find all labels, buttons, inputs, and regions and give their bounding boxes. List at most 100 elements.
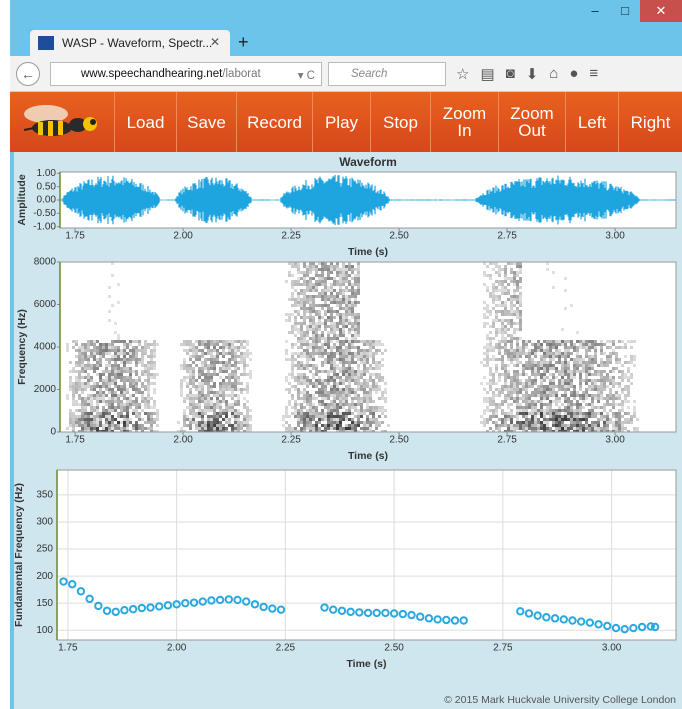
- url-bar[interactable]: www.speechandhearing.net/laborat ▾ C: [50, 62, 322, 86]
- toolbar-button[interactable]: Zoom Out: [498, 92, 565, 152]
- spectrogram-texture: [99, 379, 102, 382]
- spectrogram-texture: [615, 391, 618, 394]
- toolbar-button[interactable]: Play: [312, 92, 370, 152]
- download[interactable]: ⬇: [525, 66, 539, 83]
- spectrogram-texture: [327, 427, 330, 430]
- spectrogram-texture: [504, 364, 507, 367]
- spectrogram-texture: [492, 298, 495, 301]
- spectrogram-texture: [495, 262, 498, 265]
- f0-point: [181, 598, 190, 608]
- spectrogram-texture: [522, 340, 525, 343]
- spectrogram-texture: [237, 421, 240, 424]
- toolbar-button[interactable]: Stop: [370, 92, 430, 152]
- spectrogram-texture: [102, 412, 105, 415]
- maximize[interactable]: □: [621, 3, 629, 18]
- spectrogram-texture: [324, 292, 327, 295]
- toolbar-button[interactable]: Zoom In: [430, 92, 498, 152]
- spectrogram-texture: [300, 364, 303, 367]
- toolbar-button[interactable]: Right: [618, 92, 682, 152]
- spectrogram-texture: [330, 388, 333, 391]
- spectrogram-texture: [354, 379, 357, 382]
- spectrogram-texture: [504, 310, 507, 313]
- reload[interactable]: ▾ C: [297, 70, 315, 82]
- spectrogram-texture: [540, 373, 543, 376]
- spectrogram-texture: [570, 382, 573, 385]
- spectrogram-texture: [345, 370, 348, 373]
- spectrogram-texture: [291, 292, 294, 295]
- spectrogram-texture: [81, 364, 84, 367]
- spectrogram-texture: [621, 364, 624, 367]
- spectrogram-texture: [129, 385, 132, 388]
- spectrogram-texture: [303, 373, 306, 376]
- spectrogram-texture: [333, 367, 336, 370]
- search-box[interactable]: Search: [328, 62, 446, 86]
- spectrogram-texture: [183, 409, 186, 412]
- toolbar-button[interactable]: Save: [176, 92, 236, 152]
- toolbar-button[interactable]: Load: [114, 92, 176, 152]
- spectrogram-texture: [510, 337, 513, 340]
- spectrogram-texture: [225, 352, 228, 355]
- spectrogram-texture: [624, 361, 627, 364]
- spectrogram-texture: [585, 370, 588, 373]
- spectrogram-texture: [156, 430, 159, 432]
- reading-list[interactable]: ▤: [480, 66, 495, 83]
- spectrogram-texture: [222, 385, 225, 388]
- bookmark[interactable]: ☆: [456, 66, 470, 83]
- spectrogram-texture: [96, 340, 99, 343]
- spectrogram-texture: [147, 388, 150, 391]
- chat[interactable]: ●: [569, 65, 579, 82]
- spectrogram-texture: [516, 295, 519, 298]
- spectrogram-texture: [150, 418, 153, 421]
- spectrogram-texture: [582, 370, 585, 373]
- spectrogram-texture: [516, 400, 519, 403]
- spectrogram-texture: [147, 397, 150, 400]
- toolbar-button[interactable]: Left: [565, 92, 618, 152]
- spectrogram-texture: [372, 388, 375, 391]
- spectrogram-texture: [105, 388, 108, 391]
- spectrogram-texture: [333, 358, 336, 361]
- spectrogram-texture: [132, 403, 135, 406]
- spectrogram-texture: [519, 322, 522, 325]
- f0-point: [155, 602, 164, 611]
- spectrogram-texture: [213, 412, 216, 415]
- spectrogram-texture: [234, 358, 237, 361]
- spectrogram-texture: [519, 424, 522, 427]
- pocket[interactable]: ◙: [505, 65, 515, 82]
- spectrogram-texture: [318, 304, 321, 307]
- spectrogram-texture: [108, 349, 111, 352]
- tab[interactable]: WASP - Waveform, Spectr... ✕: [30, 30, 230, 56]
- spectrogram-texture: [141, 361, 144, 364]
- tab-close[interactable]: ✕: [209, 35, 220, 49]
- home[interactable]: ⌂: [549, 65, 559, 82]
- spectrogram-texture: [144, 340, 147, 343]
- menu[interactable]: ≡: [589, 65, 599, 82]
- spectrogram-texture: [291, 343, 294, 346]
- spectrogram-texture: [300, 367, 303, 370]
- spectrogram-texture: [243, 367, 246, 370]
- minimize[interactable]: –: [591, 3, 599, 18]
- spectrogram-texture: [216, 421, 219, 424]
- spectrogram-texture: [348, 361, 351, 364]
- spectrogram-texture: [207, 391, 210, 394]
- spectrogram-texture: [315, 427, 318, 430]
- spectrogram-texture: [531, 364, 534, 367]
- spectrogram-texture: [330, 337, 333, 340]
- new-tab[interactable]: +: [238, 32, 249, 52]
- back-button[interactable]: ←: [16, 62, 40, 86]
- spectrogram-texture: [582, 343, 585, 346]
- spectrogram-texture: [339, 394, 342, 397]
- spectrogram-texture: [300, 346, 303, 349]
- spectrogram-texture: [324, 382, 327, 385]
- spectrogram-texture: [564, 343, 567, 346]
- toolbar-button[interactable]: Record: [236, 92, 312, 152]
- spectrogram-texture: [111, 262, 114, 265]
- spectrogram-texture: [543, 418, 546, 421]
- spectrogram-texture: [570, 370, 573, 373]
- spectrogram-texture: [189, 394, 192, 397]
- close[interactable]: ✕: [640, 0, 682, 22]
- spectrogram-texture: [282, 418, 285, 421]
- spectrogram-texture: [489, 325, 492, 328]
- spectrogram-texture: [189, 349, 192, 352]
- f0-point: [137, 603, 147, 613]
- spectrogram-texture: [315, 280, 318, 283]
